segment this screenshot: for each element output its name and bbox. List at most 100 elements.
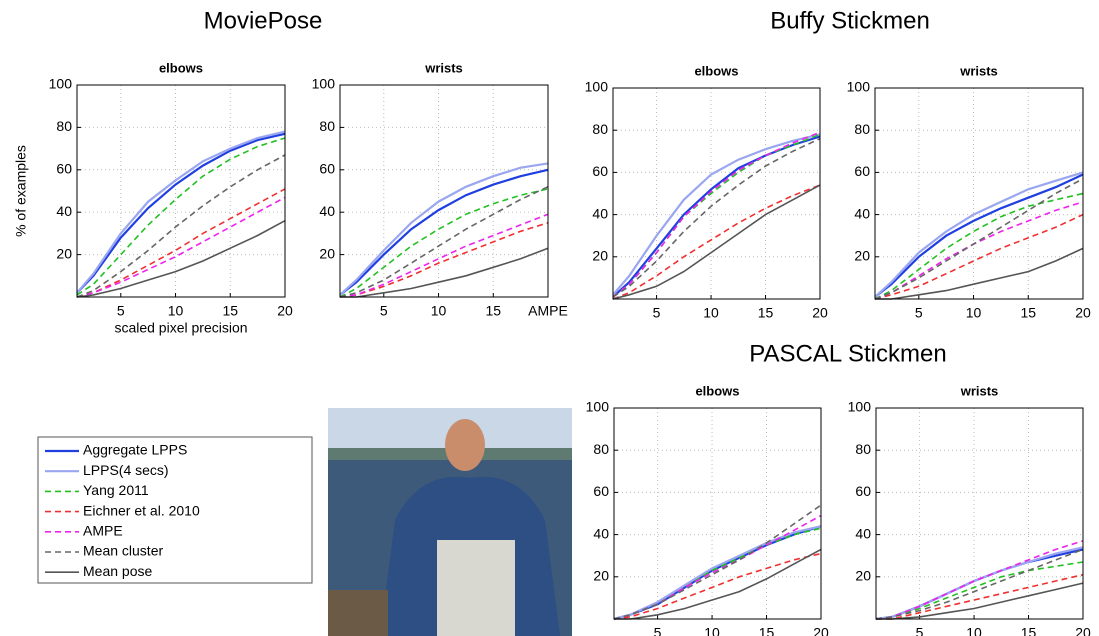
x-tick-label: 5 [654,625,662,636]
series-line [340,247,549,298]
series-line [612,184,821,300]
legend-label: Yang 2011 [83,482,149,498]
series-line [339,222,549,298]
x-tick-label: 5 [915,305,923,321]
y-tick-label: 40 [56,203,72,219]
y-tick-label: 20 [592,248,608,264]
legend-label: Eichner et al. 2010 [83,502,200,518]
y-tick-label: 40 [592,205,608,221]
y-tick-label: 20 [319,245,335,261]
series-line [613,514,822,620]
x-tick-label: 15 [485,303,501,319]
chart-title: wrists [960,383,999,398]
section-heading: MoviePose [204,7,323,34]
plot-frame [875,407,1084,620]
plot-area [876,408,1083,619]
series-line [613,527,822,620]
chart-title: elbows [695,383,739,398]
x-tick-label: 5 [916,625,924,636]
plot-area [614,408,821,619]
y-tick-label: 80 [855,441,871,457]
chart-title: elbows [694,63,738,78]
series-line [76,130,286,294]
x-tick-label: 15 [758,305,774,321]
section-heading: Buffy Stickmen [770,7,930,34]
series-line [875,247,1084,300]
x-tick-label: 5 [380,303,388,319]
y-tick-label: 20 [854,248,870,264]
chart-title: wrists [959,63,998,78]
y-tick-label: 60 [592,163,608,179]
plot-frame [76,84,286,298]
y-tick-label: 60 [593,483,609,499]
legend-label: Aggregate LPPS [83,442,187,458]
series-line [76,188,286,298]
chart-title: wrists [424,60,463,75]
y-tick-label: 80 [592,121,608,137]
y-tick-label: 80 [56,118,72,134]
x-tick-label: 10 [966,625,982,636]
x-tick-label: 20 [1075,625,1091,636]
series-line [76,154,286,298]
plot-frame [613,407,822,620]
series-line [875,548,1084,620]
y-tick-label: 40 [855,525,871,541]
section-heading: PASCAL Stickmen [749,340,946,367]
plot-frame [339,84,549,298]
x-tick-label: 10 [966,305,982,321]
x-tick-label: 5 [117,303,125,319]
x-tick-label: 15 [1021,625,1037,636]
y-tick-label: 80 [593,441,609,457]
y-tick-label: 80 [319,118,335,134]
x-tick-label: 15 [759,625,775,636]
series-line [339,168,549,296]
y-tick-label: 40 [854,205,870,221]
series-line [76,132,286,294]
plot-frame [612,87,821,300]
series-line [874,171,1084,298]
legend-label: Mean pose [83,563,152,579]
x-tick-label: 10 [703,305,719,321]
series-line [612,133,821,296]
y-tick-label: 20 [593,568,609,584]
plot-area [613,88,820,299]
legend-label: AMPE [83,523,123,539]
y-tick-label: 100 [49,76,73,92]
series-line [874,173,1084,298]
series-line [612,137,821,298]
y-tick-label: 60 [855,483,871,499]
chart-title: elbows [159,60,203,75]
series-line [876,573,1084,620]
series-line [339,188,549,298]
x-tick-label: 10 [704,625,720,636]
series-line [613,504,822,620]
x-tick-label: 10 [168,303,184,319]
series-line [76,219,286,298]
legend: Aggregate LPPS LPPS(4 secs) Yang 2011 Eichn… [37,436,313,584]
x-tick-label: 5 [653,305,661,321]
legend-label: LPPS(4 secs) [83,462,169,478]
y-axis-label: % of examples [13,145,29,237]
legend-label: Mean cluster [83,543,163,559]
series-line [875,540,1084,620]
series-line [614,548,822,620]
series-line [612,184,821,300]
y-tick-label: 20 [56,245,72,261]
x-tick-label: 20 [813,625,829,636]
series-line [876,582,1084,620]
x-tick-label: 15 [1020,305,1036,321]
x-axis-label: AMPE [528,303,568,319]
series-line [339,213,549,298]
y-tick-label: 100 [312,76,336,92]
x-tick-label: 20 [1075,305,1091,321]
series-line [76,137,286,296]
x-tick-label: 15 [222,303,238,319]
y-tick-label: 100 [848,399,872,415]
plot-area [77,85,285,297]
plot-frame [874,87,1084,300]
series-line [612,135,821,298]
y-tick-label: 100 [586,399,610,415]
y-tick-label: 60 [56,161,72,177]
series-line [339,186,549,298]
